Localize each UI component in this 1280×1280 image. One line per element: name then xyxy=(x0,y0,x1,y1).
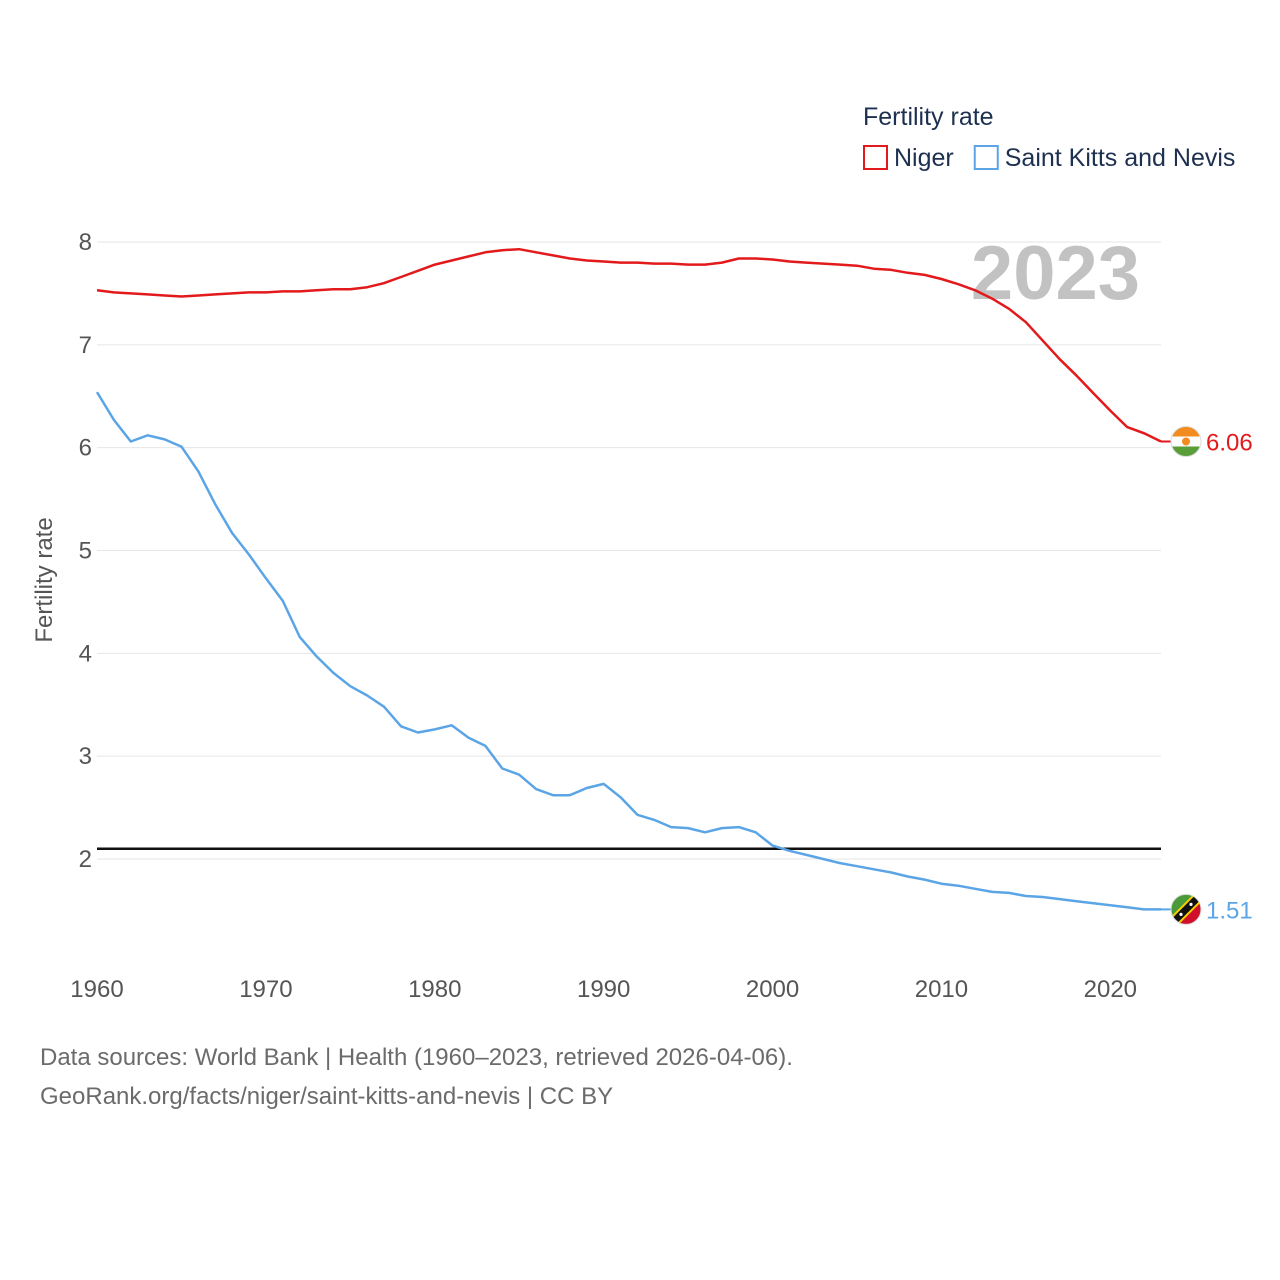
legend-swatch xyxy=(973,145,999,170)
y-tick-label: 8 xyxy=(79,229,92,256)
legend[interactable]: Fertility rate Niger Saint Kitts and Nevi… xyxy=(863,103,1235,172)
y-tick-label: 7 xyxy=(79,332,92,359)
y-tick-label: 2 xyxy=(79,846,92,873)
legend-item-niger[interactable]: Niger xyxy=(863,144,954,172)
legend-title: Fertility rate xyxy=(863,103,994,131)
y-tick-label: 6 xyxy=(79,435,92,462)
x-tick-label: 1970 xyxy=(239,976,292,1003)
series-line-niger[interactable] xyxy=(96,247,1162,443)
series-line-saint-kitts-and-nevis[interactable] xyxy=(95,391,1161,911)
legend-label: Saint Kitts and Nevis xyxy=(1005,144,1236,172)
end-markers: 6.06 1.51 xyxy=(1161,425,1253,925)
y-axis: 2 3 4 5 6 7 8 xyxy=(79,229,92,873)
niger-flag-icon xyxy=(1171,426,1201,457)
legend-swatch xyxy=(863,145,888,170)
y-axis-title: Fertility rate xyxy=(31,517,58,642)
y-tick-label: 3 xyxy=(79,743,92,770)
x-tick-label: 2010 xyxy=(915,976,968,1003)
y-tick-label: 4 xyxy=(79,640,92,667)
legend-label: Niger xyxy=(894,144,954,172)
source-url[interactable]: GeoRank.org/facts/niger/saint-kitts-and-… xyxy=(40,1083,614,1110)
legend-item-saint-kitts-and-nevis[interactable]: Saint Kitts and Nevis xyxy=(973,144,1236,172)
x-tick-label: 1980 xyxy=(408,976,461,1003)
saint-kitts-and-nevis-flag-icon xyxy=(1171,894,1201,925)
source-line: Data sources: World Bank | Health (1960–… xyxy=(40,1044,793,1071)
x-tick-label: 1990 xyxy=(577,976,630,1003)
end-value-label-niger: 6.06 xyxy=(1206,429,1253,456)
y-tick-label: 5 xyxy=(79,538,92,565)
x-axis: 1960 1970 1980 1990 2000 2010 2020 xyxy=(70,976,1137,1003)
x-tick-label: 1960 xyxy=(70,976,123,1003)
series-lines xyxy=(95,247,1162,911)
x-tick-label: 2000 xyxy=(746,976,799,1003)
gridlines xyxy=(97,241,1161,860)
x-tick-label: 2020 xyxy=(1084,976,1137,1003)
end-value-label-saint-kitts-and-nevis: 1.51 xyxy=(1206,897,1253,924)
current-year-label: 2023 xyxy=(971,231,1140,316)
